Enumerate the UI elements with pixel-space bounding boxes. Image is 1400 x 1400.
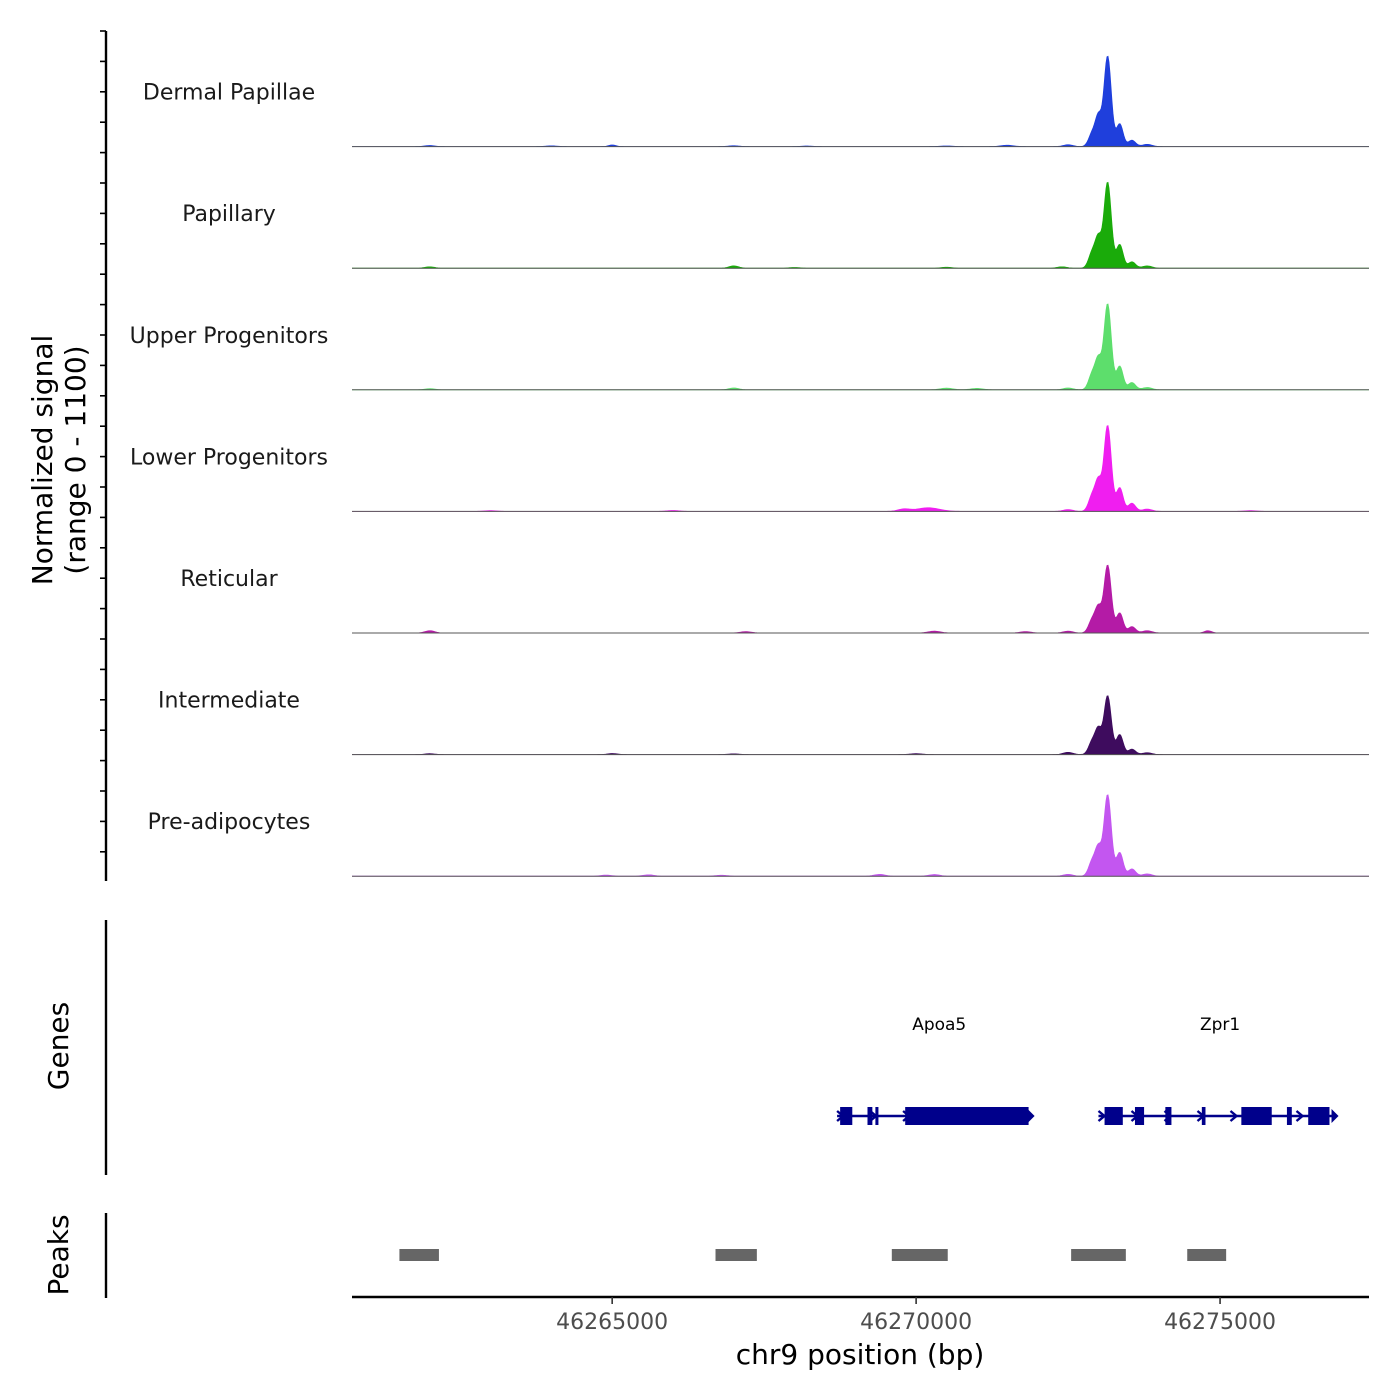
peak-annotations (399, 1249, 1227, 1261)
gene-exon (840, 1107, 853, 1125)
peak-region (1071, 1249, 1126, 1261)
gene-end-arrow (1331, 1109, 1339, 1123)
y-axis-title-range: (range 0 - 1100) (59, 345, 92, 574)
gene-model: Zpr1 (1097, 1015, 1339, 1125)
gene-label: Zpr1 (1200, 1015, 1240, 1035)
strand-arrow (1229, 1110, 1239, 1122)
track-label: Reticular (180, 567, 278, 592)
signal-track: Pre-adipocytes (148, 794, 1369, 877)
gene-model: Apoa5 (836, 1015, 1035, 1125)
signal-tracks: Dermal Papillae Papillary Upper Progenitor… (130, 55, 1369, 877)
signal-area (352, 55, 1369, 147)
signal-track: Papillary (182, 181, 1369, 269)
gene-exon (1134, 1107, 1145, 1125)
gene-label: Apoa5 (912, 1015, 966, 1035)
gene-exon (1201, 1107, 1206, 1125)
signal-area (352, 564, 1369, 634)
signal-area (352, 794, 1369, 877)
track-label: Upper Progenitors (130, 324, 329, 349)
track-label: Lower Progenitors (130, 445, 328, 470)
gene-exon (1286, 1107, 1292, 1125)
x-tick-label: 46275000 (1164, 1310, 1276, 1335)
y-axis-title: Normalized signal (26, 335, 59, 586)
signal-track: Dermal Papillae (143, 55, 1369, 148)
gene-exon (1308, 1107, 1330, 1125)
track-label: Pre-adipocytes (148, 810, 311, 835)
signal-track: Intermediate (158, 689, 1369, 756)
track-label: Intermediate (158, 689, 300, 714)
peak-region (715, 1249, 757, 1261)
strand-arrow (1097, 1110, 1107, 1122)
gene-exon (875, 1107, 879, 1125)
x-tick-label: 46270000 (860, 1310, 972, 1335)
strand-arrow (1295, 1110, 1305, 1122)
genes-panel-title: Genes (42, 1002, 75, 1090)
gene-exon (1241, 1107, 1272, 1125)
signal-track: Reticular (180, 564, 1369, 634)
x-tick-label: 46265000 (556, 1310, 668, 1335)
peaks-panel-title: Peaks (42, 1214, 75, 1295)
gene-exon (1165, 1107, 1172, 1125)
gene-end-arrow (1027, 1109, 1035, 1123)
peak-region (1187, 1249, 1227, 1261)
signal-area (352, 695, 1369, 755)
gene-exon (1104, 1107, 1123, 1125)
peak-region (891, 1249, 948, 1261)
x-axis-ticks: 46265000 46270000 46275000 (556, 1297, 1276, 1335)
peak-region (399, 1249, 439, 1261)
gene-exon (905, 1107, 1029, 1125)
x-axis-title: chr9 position (bp) (736, 1338, 985, 1371)
signal-track: Upper Progenitors (130, 303, 1369, 391)
signal-area (352, 303, 1369, 391)
signal-area (352, 181, 1369, 269)
track-label: Papillary (182, 202, 276, 227)
track-label: Dermal Papillae (143, 81, 315, 106)
gene-exon (867, 1107, 873, 1125)
gene-annotations: Apoa5 Zpr1 (836, 1015, 1339, 1125)
signal-area (352, 425, 1369, 512)
signal-track: Lower Progenitors (130, 425, 1369, 512)
signal-y-axis-ticks (100, 30, 106, 853)
